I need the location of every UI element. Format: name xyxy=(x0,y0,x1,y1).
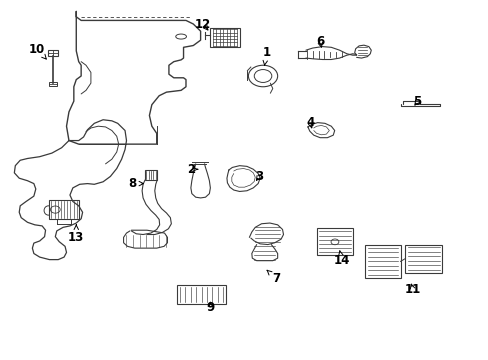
Text: 7: 7 xyxy=(266,270,280,285)
Text: 6: 6 xyxy=(315,35,324,49)
Text: 2: 2 xyxy=(186,163,197,176)
Text: 12: 12 xyxy=(195,18,211,31)
Circle shape xyxy=(248,65,277,87)
Bar xyxy=(49,82,57,86)
Bar xyxy=(210,28,239,47)
Circle shape xyxy=(330,239,338,245)
Bar xyxy=(49,200,79,220)
Bar xyxy=(365,245,400,278)
Ellipse shape xyxy=(175,34,186,39)
Text: 3: 3 xyxy=(255,170,263,183)
Text: 5: 5 xyxy=(413,95,421,108)
Text: 13: 13 xyxy=(68,225,84,244)
Bar xyxy=(405,244,441,273)
Circle shape xyxy=(50,206,60,213)
Text: 11: 11 xyxy=(404,283,420,296)
Circle shape xyxy=(254,69,271,82)
Text: 1: 1 xyxy=(262,46,270,65)
Bar xyxy=(48,50,58,56)
Text: 8: 8 xyxy=(128,177,143,190)
Ellipse shape xyxy=(44,206,53,215)
Bar xyxy=(316,228,352,255)
Text: 14: 14 xyxy=(333,251,349,267)
Text: 10: 10 xyxy=(29,42,46,59)
Bar xyxy=(177,285,225,304)
Bar xyxy=(145,170,157,180)
Text: 4: 4 xyxy=(305,116,314,129)
Text: 9: 9 xyxy=(206,301,214,314)
